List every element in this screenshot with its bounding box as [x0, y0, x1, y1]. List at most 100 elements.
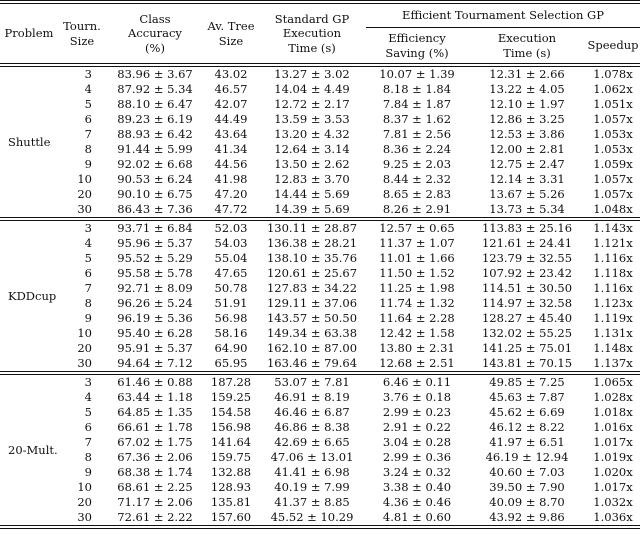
cell-standard_gp_time: 12.72 ± 2.17 [274, 97, 350, 111]
cell-speedup: 1.057x [593, 112, 633, 126]
cell-standard_gp_time: 14.39 ± 5.69 [274, 202, 350, 216]
cell-execution_time: 40.60 ± 7.03 [489, 465, 565, 479]
cell-efficiency_saving: 11.64 ± 2.28 [379, 311, 455, 325]
cell-standard_gp_time: 129.11 ± 37.06 [266, 296, 358, 310]
cell-efficiency_saving: 3.38 ± 0.40 [382, 480, 452, 494]
table-row: 6 95.58 ± 5.78 47.65 120.61 ± 25.67 11.50 ± … [0, 266, 640, 281]
cell-class_accuracy: 92.02 ± 6.68 [117, 157, 193, 171]
cell-av_tree_size: 52.03 [204, 217, 258, 236]
cell-efficiency_saving: 2.91 ± 0.22 [382, 420, 452, 434]
cell-speedup: 1.065x [586, 371, 640, 390]
cell-class_accuracy: 72.61 ± 2.22 [117, 510, 193, 524]
cell-standard_gp_time: 40.19 ± 7.99 [274, 480, 350, 494]
cell-tourn_size: 4 [84, 390, 92, 404]
problem-label: Shuttle [0, 63, 58, 219]
table-row: 10 90.53 ± 6.24 41.98 12.83 ± 3.70 8.44 ± 2.… [0, 172, 640, 187]
cell-efficiency_saving: 8.37 ± 1.62 [382, 112, 452, 126]
cell-av_tree_size: 56.98 [214, 311, 248, 325]
table-row: 8 91.44 ± 5.99 41.34 12.64 ± 3.14 8.36 ± 2.2… [0, 142, 640, 157]
cell-standard_gp_time: 41.41 ± 6.98 [274, 465, 350, 479]
table-row: KDDcup 3 93.71 ± 6.84 52.03 130.11 ± 28.87 12… [0, 217, 640, 373]
cell-class_accuracy: 95.91 ± 5.37 [117, 341, 193, 355]
cell-standard_gp_time: 163.46 ± 79.64 [266, 356, 358, 370]
cell-speedup: 1.053x [593, 142, 633, 156]
cell-tourn_size: 8 [84, 142, 92, 156]
cell-tourn_size: 10 [77, 480, 92, 494]
cell-execution_time: 12.14 ± 3.31 [489, 172, 565, 186]
cell-execution_time: 39.50 ± 7.90 [489, 480, 565, 494]
cell-efficiency_saving: 11.74 ± 1.32 [379, 296, 455, 310]
cell-execution_time: 40.09 ± 8.70 [489, 495, 565, 509]
header-av-tree-size: Av. Tree Size [207, 19, 255, 48]
cell-execution_time: 12.75 ± 2.47 [489, 157, 565, 171]
cell-class_accuracy: 63.44 ± 1.18 [117, 390, 193, 404]
cell-efficiency_saving: 8.65 ± 2.83 [382, 187, 452, 201]
cell-execution_time: 123.79 ± 32.55 [481, 251, 573, 265]
cell-efficiency_saving: 3.04 ± 0.28 [382, 435, 452, 449]
cell-execution_time: 121.61 ± 24.41 [481, 236, 573, 250]
cell-tourn_size: 30 [77, 202, 92, 216]
cell-av_tree_size: 128.93 [210, 480, 252, 494]
cell-standard_gp_time: 143.57 ± 50.50 [266, 311, 358, 325]
cell-standard_gp_time: 42.69 ± 6.65 [274, 435, 350, 449]
table-row: 9 68.38 ± 1.74 132.88 41.41 ± 6.98 3.24 ± 0.… [0, 465, 640, 480]
cell-efficiency_saving: 4.36 ± 0.46 [382, 495, 452, 509]
header-standard-gp-time: Standard GP Execution Time (s) [274, 11, 350, 55]
cell-standard_gp_time: 13.20 ± 4.32 [274, 127, 350, 141]
table-body: Shuttle 3 83.96 ± 3.67 43.02 13.27 ± 3.02 10.… [0, 63, 640, 527]
cell-tourn_size: 30 [77, 356, 92, 370]
table-row: 20 95.91 ± 5.37 64.90 162.10 ± 87.00 13.80 ±… [0, 341, 640, 356]
cell-class_accuracy: 95.58 ± 5.78 [117, 266, 193, 280]
cell-execution_time: 41.97 ± 6.51 [489, 435, 565, 449]
cell-standard_gp_time: 138.10 ± 35.76 [266, 251, 358, 265]
cell-speedup: 1.057x [593, 187, 633, 201]
cell-av_tree_size: 141.64 [210, 435, 252, 449]
cell-av_tree_size: 41.34 [214, 142, 248, 156]
cell-tourn_size: 7 [84, 281, 92, 295]
cell-standard_gp_time: 13.50 ± 2.62 [274, 157, 350, 171]
cell-av_tree_size: 58.16 [214, 326, 248, 340]
cell-speedup: 1.143x [586, 217, 640, 236]
cell-standard_gp_time: 14.04 ± 4.49 [274, 82, 350, 96]
table-row: 9 96.19 ± 5.36 56.98 143.57 ± 50.50 11.64 ± … [0, 311, 640, 326]
table-row: 10 68.61 ± 2.25 128.93 40.19 ± 7.99 3.38 ± 0… [0, 480, 640, 495]
cell-class_accuracy: 89.23 ± 6.19 [117, 112, 193, 126]
table-row: 7 92.71 ± 8.09 50.78 127.83 ± 34.22 11.25 ± … [0, 281, 640, 296]
cell-standard_gp_time: 12.64 ± 3.14 [274, 142, 350, 156]
cell-execution_time: 114.97 ± 32.58 [481, 296, 573, 310]
cell-tourn_size: 7 [84, 127, 92, 141]
table-row: 20 90.10 ± 6.75 47.20 14.44 ± 5.69 8.65 ± 2.… [0, 187, 640, 202]
cell-class_accuracy: 94.64 ± 7.12 [117, 356, 193, 370]
cell-standard_gp_time: 12.83 ± 3.70 [274, 172, 350, 186]
cell-av_tree_size: 159.25 [210, 390, 252, 404]
cell-execution_time: 12.86 ± 3.25 [489, 112, 565, 126]
cell-execution_time: 46.12 ± 8.22 [489, 420, 565, 434]
cell-standard_gp_time: 13.59 ± 3.53 [274, 112, 350, 126]
cell-av_tree_size: 47.20 [214, 187, 248, 201]
cell-speedup: 1.121x [593, 236, 633, 250]
cell-tourn_size: 6 [84, 112, 92, 126]
cell-speedup: 1.116x [593, 281, 633, 295]
problem-label: KDDcup [0, 217, 58, 373]
cell-execution_time: 143.81 ± 70.15 [481, 356, 573, 370]
cell-speedup: 1.118x [593, 266, 633, 280]
cell-standard_gp_time: 13.27 ± 3.02 [258, 63, 366, 82]
header-execution-time: Execution Time (s) [497, 31, 557, 60]
cell-tourn_size: 4 [84, 82, 92, 96]
cell-av_tree_size: 41.98 [214, 172, 248, 186]
table-row: 7 88.93 ± 6.42 43.64 13.20 ± 4.32 7.81 ± 2.5… [0, 127, 640, 142]
cell-standard_gp_time: 162.10 ± 87.00 [266, 341, 358, 355]
cell-execution_time: 12.00 ± 2.81 [489, 142, 565, 156]
cell-speedup: 1.131x [593, 326, 633, 340]
cell-tourn_size: 7 [84, 435, 92, 449]
cell-standard_gp_time: 127.83 ± 34.22 [266, 281, 358, 295]
cell-efficiency_saving: 11.50 ± 1.52 [379, 266, 455, 280]
cell-av_tree_size: 135.81 [210, 495, 252, 509]
cell-speedup: 1.017x [593, 435, 633, 449]
cell-class_accuracy: 86.43 ± 7.36 [117, 202, 193, 216]
cell-tourn_size: 9 [84, 465, 92, 479]
cell-tourn_size: 8 [84, 296, 92, 310]
cell-speedup: 1.018x [593, 405, 633, 419]
cell-efficiency_saving: 3.76 ± 0.18 [382, 390, 452, 404]
